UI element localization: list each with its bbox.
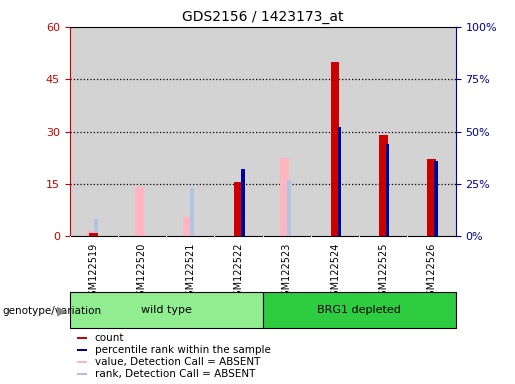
- Bar: [77, 361, 87, 363]
- Bar: [427, 159, 436, 236]
- Bar: [379, 135, 388, 236]
- Bar: [287, 180, 290, 236]
- Bar: [434, 161, 438, 236]
- Bar: [386, 144, 389, 236]
- Bar: [77, 337, 87, 339]
- Bar: [263, 292, 456, 328]
- Bar: [234, 182, 243, 236]
- Bar: [87, 231, 96, 236]
- Bar: [135, 187, 144, 236]
- Bar: [190, 188, 194, 236]
- Bar: [331, 62, 339, 236]
- Bar: [183, 217, 192, 236]
- Text: value, Detection Call = ABSENT: value, Detection Call = ABSENT: [95, 357, 260, 367]
- Text: count: count: [95, 333, 124, 343]
- Text: percentile rank within the sample: percentile rank within the sample: [95, 345, 270, 355]
- Bar: [70, 292, 263, 328]
- Bar: [77, 372, 87, 375]
- Text: genotype/variation: genotype/variation: [3, 306, 101, 316]
- Bar: [338, 127, 341, 236]
- Text: rank, Detection Call = ABSENT: rank, Detection Call = ABSENT: [95, 369, 255, 379]
- Bar: [77, 349, 87, 351]
- Bar: [241, 169, 245, 236]
- Text: ▶: ▶: [57, 305, 66, 318]
- Title: GDS2156 / 1423173_at: GDS2156 / 1423173_at: [182, 10, 344, 25]
- Bar: [89, 233, 98, 236]
- Text: BRG1 depleted: BRG1 depleted: [317, 305, 401, 315]
- Bar: [280, 158, 289, 236]
- Bar: [94, 219, 97, 236]
- Text: wild type: wild type: [141, 305, 192, 315]
